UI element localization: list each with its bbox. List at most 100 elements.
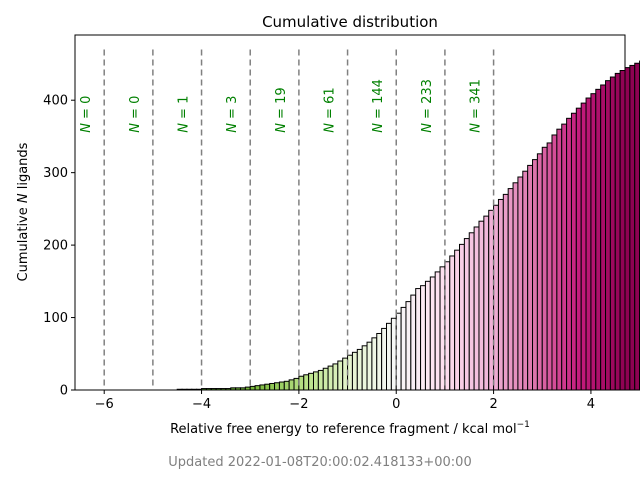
histogram-bar [317, 369, 324, 391]
histogram-bar [322, 367, 329, 391]
histogram-bar [556, 128, 563, 391]
histogram-bar [361, 345, 368, 391]
x-tick-label: −6 [95, 397, 114, 412]
histogram-bar [473, 226, 480, 391]
histogram-bar [381, 327, 388, 391]
x-tick-label: 4 [587, 397, 595, 412]
threshold-lines [103, 49, 495, 390]
histogram-bar [429, 276, 436, 391]
histogram-bar [327, 365, 334, 391]
threshold-count-label: N = 0 [128, 96, 143, 133]
histogram-bar [619, 70, 626, 391]
histogram-bar [624, 67, 631, 391]
histogram-bar [502, 193, 509, 391]
histogram-bar [546, 142, 553, 391]
histogram-bar [566, 117, 572, 391]
y-tick-label: 300 [43, 166, 68, 181]
histogram-bar [580, 102, 587, 391]
threshold-count-label: N = 233 [420, 79, 435, 133]
x-tick-label: 0 [392, 397, 400, 412]
histogram-bar [337, 360, 344, 391]
histogram-bar [497, 198, 504, 391]
histogram-bar [527, 164, 534, 391]
histogram-bar [259, 384, 266, 391]
histogram-bar [371, 337, 378, 391]
histogram-bar [376, 332, 383, 391]
x-tick-label: 2 [489, 397, 497, 412]
histogram-bar [449, 255, 456, 391]
histogram-bar [459, 243, 465, 391]
x-axis-ticks: −6 −4 −2 0 2 4 [95, 390, 595, 412]
histogram-bar [468, 232, 475, 391]
histogram-bar [478, 220, 485, 391]
histogram-bar [541, 146, 548, 391]
x-axis-label-main: Relative free energy to reference fragme… [170, 422, 517, 437]
threshold-count-label: N = 19 [274, 87, 289, 132]
bars-group [176, 60, 640, 391]
threshold-count-label: N = 61 [323, 87, 338, 132]
histogram-bar [561, 123, 568, 391]
histogram-bar [405, 301, 412, 391]
histogram-bar [590, 93, 597, 391]
histogram-bar [386, 322, 392, 391]
histogram-bar [536, 153, 543, 391]
threshold-count-label: N = 144 [371, 79, 386, 133]
histogram-bar [507, 188, 514, 391]
y-tick-label: 400 [43, 94, 68, 109]
histogram-bar [532, 159, 538, 391]
updated-timestamp: Updated 2022-01-08T20:00:02.418133+00:00 [168, 455, 471, 470]
histogram-bar [595, 88, 602, 391]
y-tick-label: 200 [43, 239, 68, 254]
histogram-bar [585, 97, 592, 391]
histogram-bar [264, 383, 271, 391]
histogram-bar [288, 379, 295, 391]
histogram-bar [249, 385, 256, 391]
histogram-bar [424, 280, 431, 391]
x-tick-label: −2 [289, 397, 308, 412]
threshold-count-label: N = 3 [225, 96, 240, 133]
histogram-bar [410, 294, 417, 391]
histogram-bar [522, 170, 529, 391]
y-axis-label-post: ligands [16, 142, 31, 193]
histogram-bar [366, 341, 373, 391]
y-axis-ticks: 0 100 200 300 400 [43, 94, 75, 399]
histogram-bar [483, 215, 490, 391]
histogram-bar [400, 306, 407, 391]
histogram-bar [351, 351, 358, 391]
chart-title: Cumulative distribution [262, 13, 438, 31]
y-tick-label: 0 [60, 384, 68, 399]
histogram-bar [634, 62, 640, 391]
threshold-count-label: N = 0 [79, 96, 94, 133]
histogram-bar [269, 382, 276, 391]
histogram-bar [312, 371, 319, 391]
histogram-bar [454, 249, 461, 391]
threshold-count-label: N = 1 [177, 96, 192, 133]
histogram-bar [614, 72, 621, 391]
y-axis-label-n: N [16, 193, 31, 203]
histogram-bar [356, 348, 363, 391]
x-axis-label-superscript: −1 [517, 420, 530, 430]
x-axis-label: Relative free energy to reference fragme… [170, 420, 530, 437]
histogram-bar [303, 374, 310, 391]
histogram-bar [512, 182, 519, 391]
histogram-bar [600, 84, 607, 391]
histogram-bar [278, 381, 285, 391]
histogram-bar [570, 112, 577, 391]
histogram-bar [415, 288, 422, 391]
y-tick-label: 100 [43, 311, 68, 326]
histogram-bar [463, 238, 470, 391]
threshold-count-label: N = 341 [469, 79, 484, 133]
histogram-bar [308, 372, 314, 391]
histogram-bar [283, 380, 290, 391]
histogram-bar [629, 64, 636, 391]
histogram-bar [420, 285, 426, 391]
x-tick-label: −4 [192, 397, 211, 412]
histogram-bar [254, 385, 261, 391]
histogram-bar [609, 76, 616, 391]
y-axis-label-pre: Cumulative [16, 203, 31, 281]
histogram-bar [434, 271, 441, 391]
histogram-bar [605, 80, 611, 391]
histogram-bar [575, 107, 582, 391]
y-axis-label: Cumulative N ligands [16, 142, 31, 281]
